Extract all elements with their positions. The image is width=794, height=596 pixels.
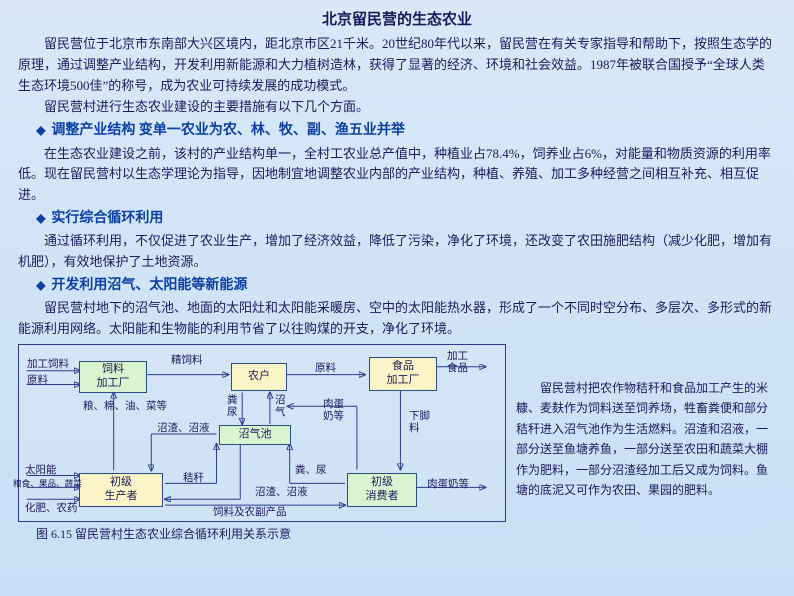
lbl-grain-etc: 粮、棉、油、菜等 [83, 401, 167, 413]
lbl-refined-feed: 精饲料 [171, 355, 203, 367]
section-head-2: 实行综合循环利用 [36, 208, 776, 230]
lbl-feed-byproduct: 饲料及农副产品 [213, 507, 287, 519]
section-head-3: 开发利用沼气、太阳能等新能源 [36, 275, 776, 297]
lbl-leftover: 下脚料 [409, 411, 430, 435]
lbl-biogas-gas: 沼气 [275, 395, 286, 419]
intro-para-1: 留民营位于北京市东南部大兴区境内，距北京市区21千米。20世纪80年代以来，留民… [18, 34, 776, 96]
lower-section: 饲料加工厂 农户 食品加工厂 沼气池 初级生产者 初级消费者 精饲料 原料 加工… [18, 344, 776, 544]
lbl-proc-feed: 加工饲料 [27, 359, 69, 371]
diagram-caption: 图 6.15 留民营村生态农业综合循环利用关系示意 [36, 525, 506, 544]
sidenote-para: 留民营村把农作物秸秆和食品加工产生的米糠、麦麸作为饲料送至饲养场，牲畜粪便和部分… [516, 378, 776, 500]
lbl-sun: 太阳能 [25, 465, 57, 477]
lbl-residue2: 沼渣、沼液 [255, 487, 308, 499]
section-body-1: 在生态农业建设之前，该村的产业结构单一，全村工农业总产值中，种植业占78.4%，… [18, 144, 776, 206]
section-head-1: 调整产业结构 变单一农业为农、林、牧、副、渔五业并举 [36, 120, 776, 142]
lbl-residue: 沼渣、沼液 [157, 423, 210, 435]
intro-para-2: 留民营村进行生态农业建设的主要措施有以下几个方面。 [18, 97, 776, 118]
node-household: 农户 [231, 363, 287, 391]
lbl-meat-out: 肉蛋奶等 [427, 479, 469, 491]
lbl-input-left: 粮食、果品、蔬菜 [13, 480, 82, 490]
lbl-raw2: 原料 [27, 375, 48, 387]
lbl-egg-milk: 肉蛋奶等 [323, 399, 344, 423]
diagram-wrap: 饲料加工厂 农户 食品加工厂 沼气池 初级生产者 初级消费者 精饲料 原料 加工… [18, 344, 506, 544]
diagram: 饲料加工厂 农户 食品加工厂 沼气池 初级生产者 初级消费者 精饲料 原料 加工… [18, 344, 506, 522]
node-biogas: 沼气池 [219, 425, 291, 445]
lbl-processed-food: 加工食品 [447, 351, 468, 375]
lbl-straw: 秸秆 [183, 473, 204, 485]
sidenote: 留民营村把农作物秸秆和食品加工产生的米糠、麦麸作为饲料送至饲养场，牲畜粪便和部分… [516, 344, 776, 500]
page-title: 北京留民营的生态农业 [18, 8, 776, 32]
section-body-2: 通过循环利用，不仅促进了农业生产，增加了经济效益，降低了污染，净化了环境，还改变… [18, 231, 776, 273]
lbl-raw1: 原料 [315, 363, 336, 375]
section-body-3: 留民营村地下的沼气池、地面的太阳灶和太阳能采暖房、空中的太阳能热水器，形成了一个… [18, 298, 776, 340]
lbl-manure2: 粪、尿 [295, 465, 327, 477]
node-feed-factory: 饲料加工厂 [79, 361, 147, 393]
lbl-fert: 化肥、农药 [25, 503, 78, 515]
node-consumer: 初级消费者 [347, 473, 417, 507]
node-producer: 初级生产者 [79, 473, 163, 507]
lbl-manure1: 粪尿 [227, 395, 238, 419]
node-food-factory: 食品加工厂 [369, 357, 437, 391]
